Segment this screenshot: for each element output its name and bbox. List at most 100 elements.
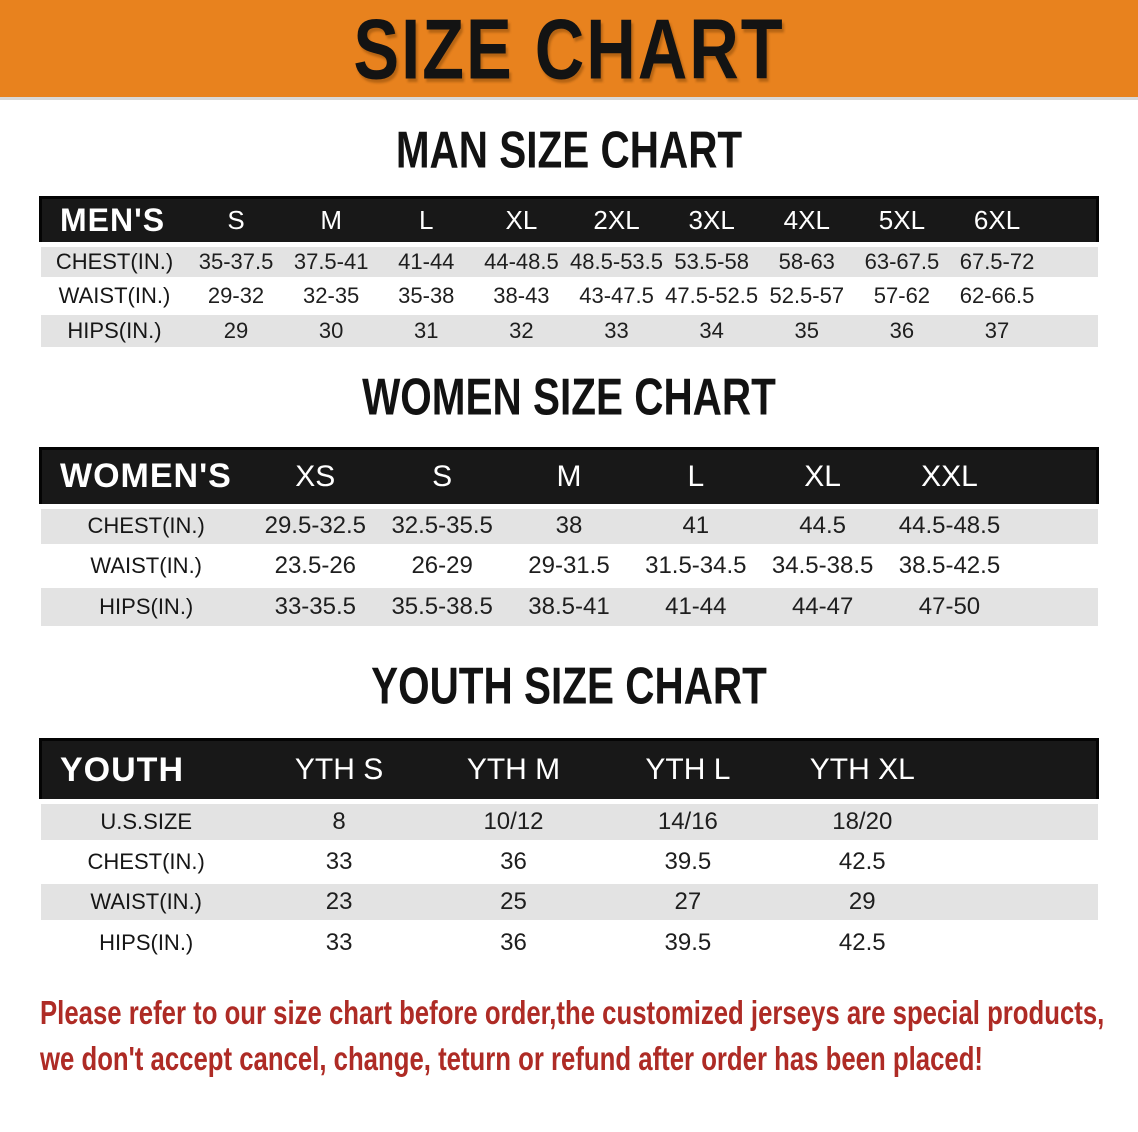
table-cell: 32.5-35.5 xyxy=(378,506,506,546)
table-cell: 36 xyxy=(854,312,950,347)
size-column-header: 2XL xyxy=(568,196,665,246)
measurement-label: HIPS(IN.) xyxy=(40,921,252,962)
table-cell: 37 xyxy=(949,312,1045,347)
measurement-label: HIPS(IN.) xyxy=(40,586,252,626)
table-cell: 44.5 xyxy=(759,506,887,546)
header-filler-cell xyxy=(1012,446,1099,508)
table-row: WAIST(IN.) 29-32 32-35 35-38 38-43 43-47.5 47.… xyxy=(40,278,1098,313)
men-section-heading: MAN SIZE CHART xyxy=(395,121,743,180)
size-chart-banner: SIZE CHART xyxy=(0,0,1138,100)
table-cell: 39.5 xyxy=(600,921,776,962)
table-cell: 33 xyxy=(251,841,427,882)
size-column-header: XS xyxy=(251,446,379,508)
table-row: CHEST(IN.) 35-37.5 37.5-41 41-44 44-48.5 48.5… xyxy=(40,244,1098,279)
table-row: WAIST(IN.) 23 25 27 29 xyxy=(40,881,1098,922)
table-row: HIPS(IN.) 29 30 31 32 33 34 35 36 37 xyxy=(40,312,1098,347)
measurement-label: CHEST(IN.) xyxy=(40,841,252,882)
size-column-header: YTH L xyxy=(600,738,776,803)
table-cell: 33-35.5 xyxy=(251,586,379,626)
header-filler-cell xyxy=(1044,196,1099,246)
table-cell: 43-47.5 xyxy=(568,278,665,313)
row-filler-cell xyxy=(1012,546,1098,586)
size-column-header: M xyxy=(283,196,379,246)
table-cell: 27 xyxy=(600,881,776,922)
table-cell: 29 xyxy=(775,881,950,922)
table-cell: 42.5 xyxy=(775,921,950,962)
table-cell: 44-48.5 xyxy=(473,244,569,279)
measurement-label: CHEST(IN.) xyxy=(40,244,189,279)
measurement-label: CHEST(IN.) xyxy=(40,506,252,546)
women-size-table: WOMEN'S XS S M L XL XXL CHEST(IN.) 29.5-32.5 32.5… xyxy=(38,446,1099,626)
size-column-header: 6XL xyxy=(949,196,1045,246)
table-cell: 29-32 xyxy=(188,278,284,313)
table-cell: 48.5-53.5 xyxy=(568,244,665,279)
table-cell: 35-37.5 xyxy=(188,244,284,279)
women-section-heading: WOMEN SIZE CHART xyxy=(362,368,776,426)
table-cell: 38 xyxy=(505,506,633,546)
size-column-header: 5XL xyxy=(854,196,950,246)
table-cell: 34.5-38.5 xyxy=(759,546,887,586)
row-filler-cell xyxy=(949,801,1098,842)
table-cell: 36 xyxy=(426,921,601,962)
table-cell: 47-50 xyxy=(886,586,1013,626)
table-cell: 41 xyxy=(632,506,760,546)
size-column-header: L xyxy=(378,196,474,246)
table-cell: 57-62 xyxy=(854,278,950,313)
table-cell: 18/20 xyxy=(775,801,950,842)
table-cell: 33 xyxy=(568,312,665,347)
size-column-header: S xyxy=(378,446,506,508)
table-cell: 29 xyxy=(188,312,284,347)
row-filler-cell xyxy=(949,881,1098,922)
table-cell: 30 xyxy=(283,312,379,347)
size-column-header: 3XL xyxy=(664,196,760,246)
table-cell: 67.5-72 xyxy=(949,244,1045,279)
table-cell: 10/12 xyxy=(426,801,601,842)
measurement-label: WAIST(IN.) xyxy=(40,278,189,313)
table-cell: 39.5 xyxy=(600,841,776,882)
table-cell: 63-67.5 xyxy=(854,244,950,279)
table-cell: 32 xyxy=(473,312,569,347)
table-row: CHEST(IN.) 33 36 39.5 42.5 xyxy=(40,841,1098,882)
row-filler-cell xyxy=(1012,506,1098,546)
table-cell: 29.5-32.5 xyxy=(251,506,379,546)
disclaimer: Please refer to our size chart before or… xyxy=(40,990,1138,1084)
table-row: WAIST(IN.) 23.5-26 26-29 29-31.5 31.5-34.5 34… xyxy=(40,546,1098,586)
row-filler-cell xyxy=(1044,312,1098,347)
size-column-header: 4XL xyxy=(759,196,855,246)
table-cell: 58-63 xyxy=(759,244,855,279)
table-cell: 38.5-41 xyxy=(505,586,633,626)
table-cell: 8 xyxy=(251,801,427,842)
table-header-label: WOMEN'S xyxy=(38,446,252,508)
size-column-header: L xyxy=(632,446,760,508)
size-column-header: YTH M xyxy=(426,738,601,803)
table-header-label: MEN'S xyxy=(39,196,189,246)
table-cell: 52.5-57 xyxy=(759,278,855,313)
table-cell: 33 xyxy=(251,921,427,962)
table-cell: 41-44 xyxy=(378,244,474,279)
size-column-header: S xyxy=(188,196,284,246)
table-cell: 42.5 xyxy=(775,841,950,882)
header-filler-cell xyxy=(949,738,1100,803)
page-title: SIZE CHART xyxy=(353,0,785,97)
table-cell: 62-66.5 xyxy=(949,278,1045,313)
size-column-header: XXL xyxy=(886,446,1013,508)
table-header-row: MEN'S S M L XL 2XL 3XL 4XL 5XL 6XL xyxy=(39,196,1099,246)
table-cell: 23 xyxy=(251,881,427,922)
size-column-header: YTH S xyxy=(251,738,427,803)
table-cell: 25 xyxy=(426,881,601,922)
table-cell: 26-29 xyxy=(378,546,506,586)
men-size-table: MEN'S S M L XL 2XL 3XL 4XL 5XL 6XL CHEST(IN.) 35-37… xyxy=(39,196,1099,347)
size-column-header: XL xyxy=(759,446,887,508)
table-cell: 31.5-34.5 xyxy=(632,546,760,586)
table-cell: 35 xyxy=(759,312,855,347)
measurement-label: WAIST(IN.) xyxy=(40,546,252,586)
row-filler-cell xyxy=(949,921,1098,962)
table-cell: 31 xyxy=(378,312,474,347)
youth-size-table: YOUTH YTH S YTH M YTH L YTH XL U.S.SIZE 8 10/12… xyxy=(38,738,1100,962)
table-cell: 32-35 xyxy=(283,278,379,313)
youth-section-heading: YOUTH SIZE CHART xyxy=(371,657,767,716)
table-cell: 36 xyxy=(426,841,601,882)
row-filler-cell xyxy=(1044,244,1098,279)
table-cell: 53.5-58 xyxy=(664,244,760,279)
